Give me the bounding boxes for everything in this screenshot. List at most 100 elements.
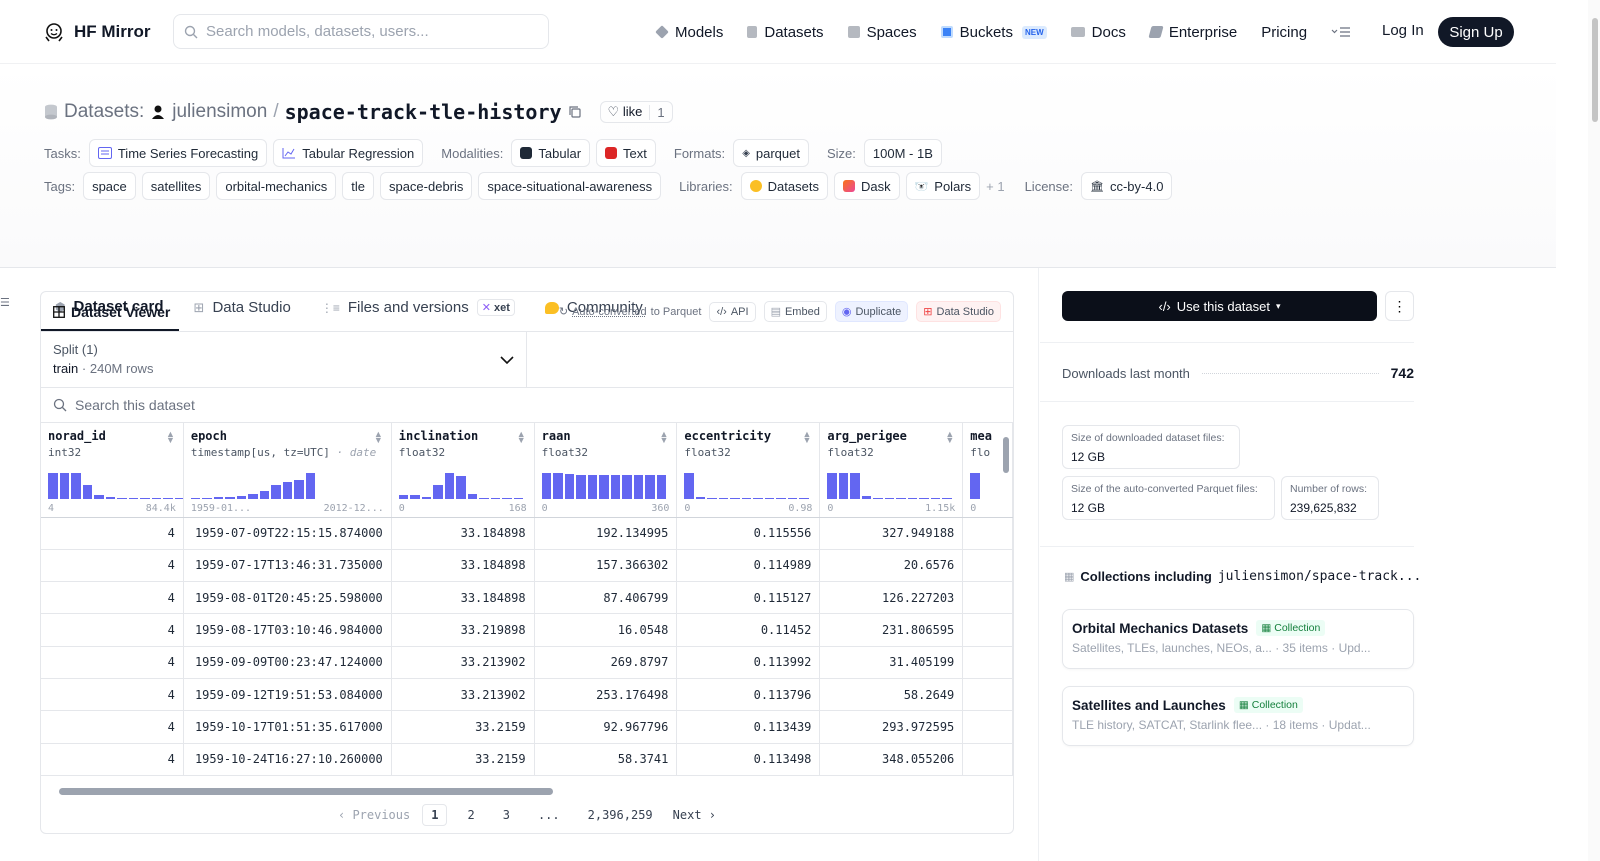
license-tag[interactable]: 🏛 cc-by-4.0 (1081, 172, 1173, 200)
owner-link[interactable]: juliensimon (172, 101, 268, 122)
table-cell[interactable]: 33.213902 (391, 678, 535, 712)
table-cell[interactable]: 348.055206 (819, 743, 964, 776)
table-cell-clipped[interactable] (962, 743, 1013, 776)
table-cell[interactable]: 126.227203 (819, 581, 964, 615)
table-cell[interactable]: 0.113498 (676, 743, 821, 776)
table-cell[interactable]: 0.115556 (676, 517, 821, 550)
histogram-bar[interactable] (576, 474, 586, 499)
tag-pill[interactable]: space-debris (379, 172, 473, 200)
sidebar-toggle-icon[interactable]: ☰ (0, 297, 10, 309)
histogram-bar[interactable] (71, 472, 81, 499)
table-cell[interactable]: 92.967796 (534, 710, 678, 744)
tag-pill[interactable]: space-situational-awareness (478, 172, 662, 200)
table-cell[interactable]: 4 (41, 581, 184, 615)
table-cell[interactable]: 157.366302 (534, 549, 678, 583)
histogram-bar[interactable] (776, 497, 786, 499)
histogram-bar[interactable] (850, 472, 860, 499)
histogram-bar[interactable] (764, 497, 775, 499)
table-cell[interactable]: 33.219898 (391, 613, 535, 647)
viewer-search-input[interactable] (75, 397, 475, 413)
sort-icon[interactable]: ▲ ▼ (373, 429, 383, 445)
vertical-scrollbar[interactable] (1001, 423, 1011, 775)
histogram-bar[interactable] (753, 497, 763, 499)
histogram-bar[interactable] (587, 474, 598, 499)
page-2[interactable]: 2 (467, 808, 475, 822)
table-cell-clipped[interactable] (962, 613, 1013, 647)
table-cell[interactable]: 192.134995 (534, 517, 678, 550)
histogram-bar[interactable] (707, 497, 717, 499)
histogram-bar[interactable] (907, 497, 918, 499)
table-cell[interactable]: 1959-10-17T01:51:35.617000 (183, 710, 392, 744)
histogram-bar[interactable] (151, 497, 161, 499)
library-tag[interactable]: Datasets (740, 172, 828, 200)
next-page-button[interactable]: Next › (672, 808, 717, 822)
duplicate-button[interactable]: ◉ Duplicate (834, 301, 909, 322)
table-row[interactable]: 4 1959-09-12T19:51:53.084000 33.213902 253.… (41, 678, 1013, 712)
histogram-bar[interactable] (433, 484, 443, 499)
sort-icon[interactable]: ▲ ▼ (516, 429, 526, 445)
auto-converted-link[interactable]: Auto-converted (572, 305, 647, 318)
previous-page-button[interactable]: ‹ Previous (337, 808, 411, 822)
table-cell[interactable]: 1959-09-09T00:23:47.124000 (183, 646, 392, 679)
table-cell-clipped[interactable] (962, 710, 1013, 744)
histogram-bar[interactable] (163, 497, 173, 499)
table-cell[interactable]: 4 (41, 646, 184, 679)
histogram-bar[interactable] (105, 496, 115, 499)
table-cell[interactable]: 33.2159 (391, 743, 535, 776)
table-cell[interactable]: 1959-08-17T03:10:46.984000 (183, 613, 392, 647)
table-cell[interactable]: 4 (41, 710, 184, 744)
table-cell[interactable]: 33.184898 (391, 517, 535, 550)
column-histogram[interactable] (970, 471, 980, 499)
nav-enterprise[interactable]: Enterprise (1148, 24, 1237, 41)
scroll-thumb[interactable] (1592, 18, 1598, 122)
table-cell[interactable]: 1959-07-17T13:46:31.735000 (183, 549, 392, 583)
histogram-bar[interactable] (456, 475, 466, 499)
table-cell[interactable]: 4 (41, 613, 184, 647)
copy-icon[interactable] (568, 105, 582, 119)
table-cell[interactable]: 4 (41, 549, 184, 583)
table-cell[interactable]: 16.0548 (534, 613, 678, 647)
histogram-bar[interactable] (718, 497, 729, 499)
column-header[interactable]: eccentricity float32 ▲ ▼ 0 0.98 (676, 423, 821, 518)
table-cell[interactable]: 269.8797 (534, 646, 678, 679)
histogram-bar[interactable] (502, 497, 512, 499)
table-cell[interactable]: 1959-09-12T19:51:53.084000 (183, 678, 392, 712)
table-cell[interactable]: 4 (41, 678, 184, 712)
table-cell[interactable]: 327.949188 (819, 517, 964, 550)
histogram-bar[interactable] (174, 497, 183, 499)
histogram-bar[interactable] (248, 493, 258, 499)
table-cell[interactable]: 33.184898 (391, 581, 535, 615)
like-button[interactable]: ♡ like 1 (599, 101, 673, 123)
histogram-bar[interactable] (884, 497, 895, 499)
table-cell[interactable]: 0.113439 (676, 710, 821, 744)
signup-button[interactable]: Sign Up (1438, 17, 1514, 47)
size-tag[interactable]: 100M - 1B (863, 139, 942, 167)
global-search-input[interactable] (206, 23, 526, 40)
table-cell[interactable]: 4 (41, 517, 184, 550)
histogram-bar[interactable] (741, 497, 752, 499)
column-histogram[interactable] (684, 471, 809, 499)
sort-icon[interactable]: ▲ ▼ (945, 429, 955, 445)
table-cell[interactable]: 1959-08-01T20:45:25.598000 (183, 581, 392, 615)
histogram-bar[interactable] (202, 497, 212, 499)
table-row[interactable]: 4 1959-08-01T20:45:25.598000 33.184898 87.4… (41, 581, 1013, 615)
table-cell[interactable]: 0.115127 (676, 581, 821, 615)
brand-logo[interactable]: HF Mirror (42, 20, 151, 44)
page-1[interactable]: 1 (422, 804, 448, 826)
histogram-bar[interactable] (467, 493, 478, 499)
login-link[interactable]: Log In (1382, 22, 1424, 39)
scroll-thumb[interactable] (59, 788, 553, 795)
table-cell[interactable]: 87.406799 (534, 581, 678, 615)
avatar[interactable] (150, 104, 166, 120)
nav-more-menu[interactable] (1331, 26, 1351, 38)
histogram-bar[interactable] (294, 479, 304, 499)
column-histogram[interactable] (827, 471, 952, 499)
histogram-bar[interactable] (94, 494, 104, 499)
page-scrollbar[interactable] (1588, 0, 1600, 861)
tab-files-and-versions[interactable]: ⋮≡ Files and versions ✕ xet (306, 284, 530, 331)
histogram-bar[interactable] (259, 490, 270, 499)
format-tag[interactable]: ◈ parquet (733, 139, 809, 167)
histogram-bar[interactable] (645, 474, 655, 499)
histogram-bar[interactable] (59, 472, 69, 499)
table-cell[interactable]: 33.2159 (391, 710, 535, 744)
